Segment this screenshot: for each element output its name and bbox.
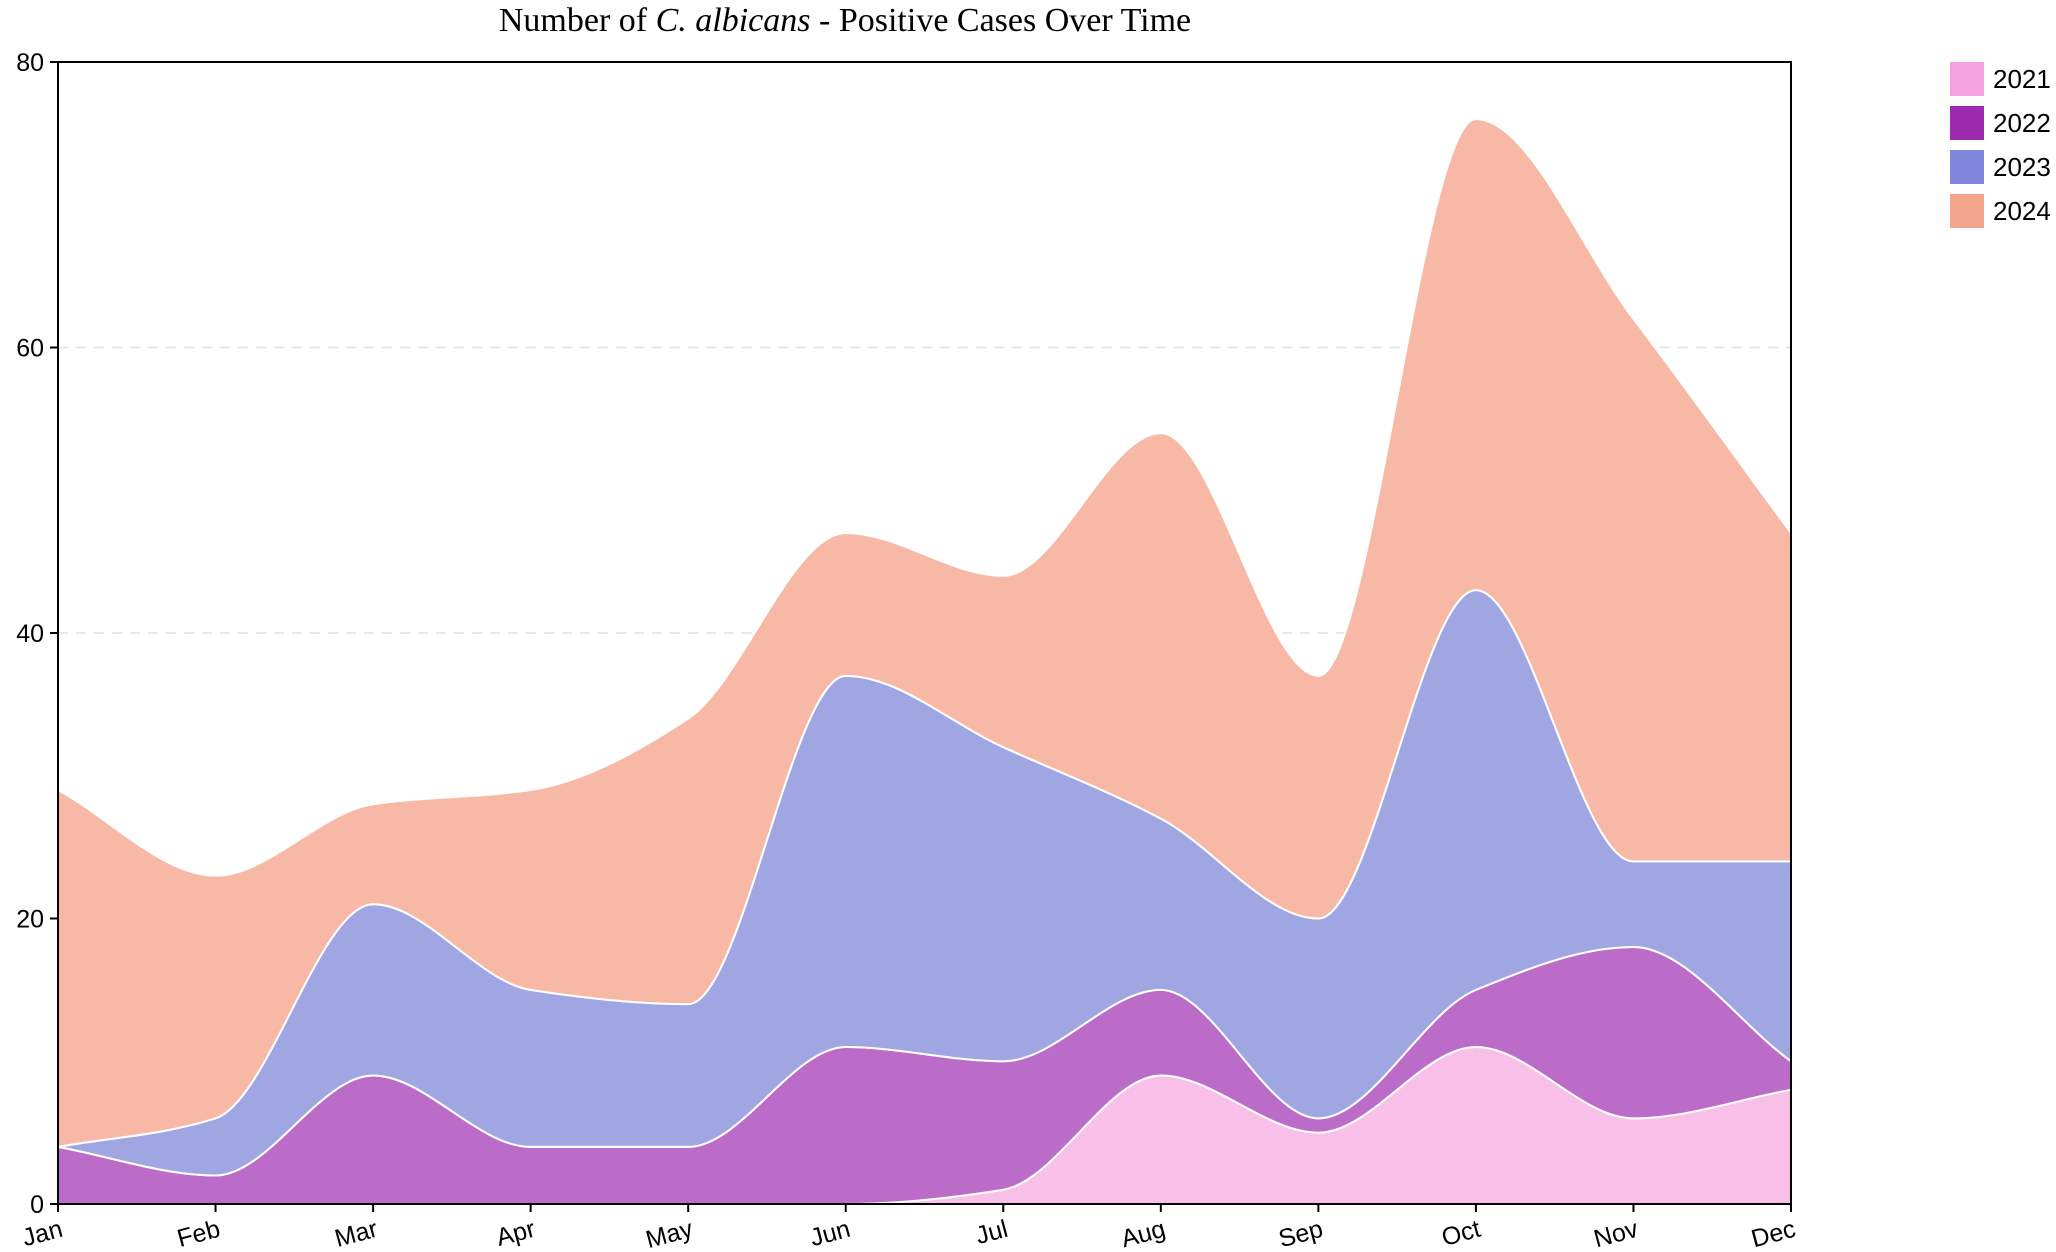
legend-swatch-2024 — [1950, 194, 1984, 228]
y-tick-label-80: 80 — [16, 49, 44, 77]
legend-label-2023: 2023 — [1993, 152, 2051, 182]
legend-label-2024: 2024 — [1993, 196, 2051, 226]
title-part-2: - Positive Cases Over Time — [811, 2, 1192, 39]
title-part-1: C. albicans — [656, 2, 811, 39]
title-part-0: Number of — [499, 2, 656, 39]
legend-swatch-2022 — [1950, 106, 1984, 140]
chart-title: Number of C. albicans - Positive Cases O… — [499, 2, 1191, 39]
y-tick-label-40: 40 — [16, 620, 44, 648]
y-tick-label-60: 60 — [16, 335, 44, 363]
legend-swatch-2021 — [1950, 62, 1984, 96]
x-tick-label-nov: Nov — [1591, 1215, 1642, 1252]
legend-label-2021: 2021 — [1993, 64, 2051, 94]
x-tick-label-jan: Jan — [19, 1215, 65, 1252]
x-tick-label-aug: Aug — [1118, 1215, 1168, 1252]
x-tick-label-jul: Jul — [973, 1215, 1011, 1250]
x-tick-label-sep: Sep — [1276, 1215, 1326, 1252]
x-tick-label-mar: Mar — [332, 1215, 381, 1252]
y-tick-label-0: 0 — [30, 1191, 44, 1219]
x-tick-label-dec: Dec — [1748, 1215, 1798, 1252]
legend-label-2022: 2022 — [1993, 108, 2051, 138]
y-tick-label-20: 20 — [16, 906, 44, 934]
legend: 2021 2022 2023 2024 — [1950, 62, 2051, 228]
x-axis: Jan Feb Mar Apr May Jun Jul Aug Sep Oct Nov Dec — [19, 1204, 1799, 1252]
x-tick-label-apr: Apr — [493, 1215, 538, 1252]
x-tick-label-feb: Feb — [174, 1215, 223, 1252]
y-axis: 0 20 40 60 80 — [16, 49, 58, 1219]
x-tick-label-may: May — [643, 1215, 696, 1252]
x-tick-label-jun: Jun — [807, 1215, 853, 1252]
x-tick-label-oct: Oct — [1439, 1215, 1484, 1252]
legend-swatch-2023 — [1950, 150, 1984, 184]
area-2024 — [57, 118, 1792, 1149]
series-areas — [57, 118, 1792, 1206]
